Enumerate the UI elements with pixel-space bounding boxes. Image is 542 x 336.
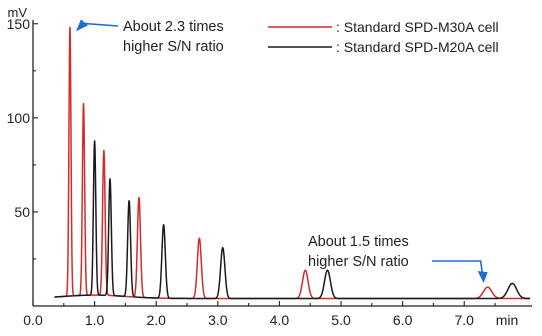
y-tick-label: 150 <box>7 16 31 32</box>
legend-label-1: : Standard SPD-M30A cell <box>336 19 499 35</box>
series-line-1 <box>54 26 531 300</box>
annotation-2-line-1: About 1.5 times <box>308 234 409 250</box>
x-tick-label: 1.0 <box>85 312 105 328</box>
annotation-2-arrow <box>432 260 484 276</box>
x-tick-label: 0.0 <box>23 312 43 328</box>
x-tick-label: 3.0 <box>208 312 228 328</box>
axes <box>32 20 532 307</box>
x-tick-label: 5.0 <box>331 312 351 328</box>
traces <box>54 26 531 300</box>
annotation-1-line-2: higher S/N ratio <box>123 39 224 55</box>
annotation-1-line-1: About 2.3 times <box>123 19 224 35</box>
x-unit-label: min <box>496 312 519 328</box>
y-tick-label: 50 <box>14 204 30 220</box>
x-tick-label: 6.0 <box>393 312 413 328</box>
x-tick-label: 2.0 <box>146 312 166 328</box>
annotation-1-arrowhead <box>75 19 88 32</box>
legend-label-2: : Standard SPD-M20A cell <box>336 39 499 55</box>
annotation-1-arrow <box>83 22 119 27</box>
y-unit-label: mV <box>8 5 28 20</box>
annotations: About 2.3 times higher S/N ratio About 1.5… <box>75 19 488 284</box>
x-tick-label: 7.0 <box>455 312 475 328</box>
annotation-2-line-2: higher S/N ratio <box>308 254 409 270</box>
y-tick-label: 100 <box>7 110 31 126</box>
series-line-2 <box>54 140 531 300</box>
legend: : Standard SPD-M30A cell : Standard SPD-M… <box>268 19 499 55</box>
annotation-2-arrowhead <box>477 271 488 284</box>
x-tick-label: 4.0 <box>270 312 290 328</box>
